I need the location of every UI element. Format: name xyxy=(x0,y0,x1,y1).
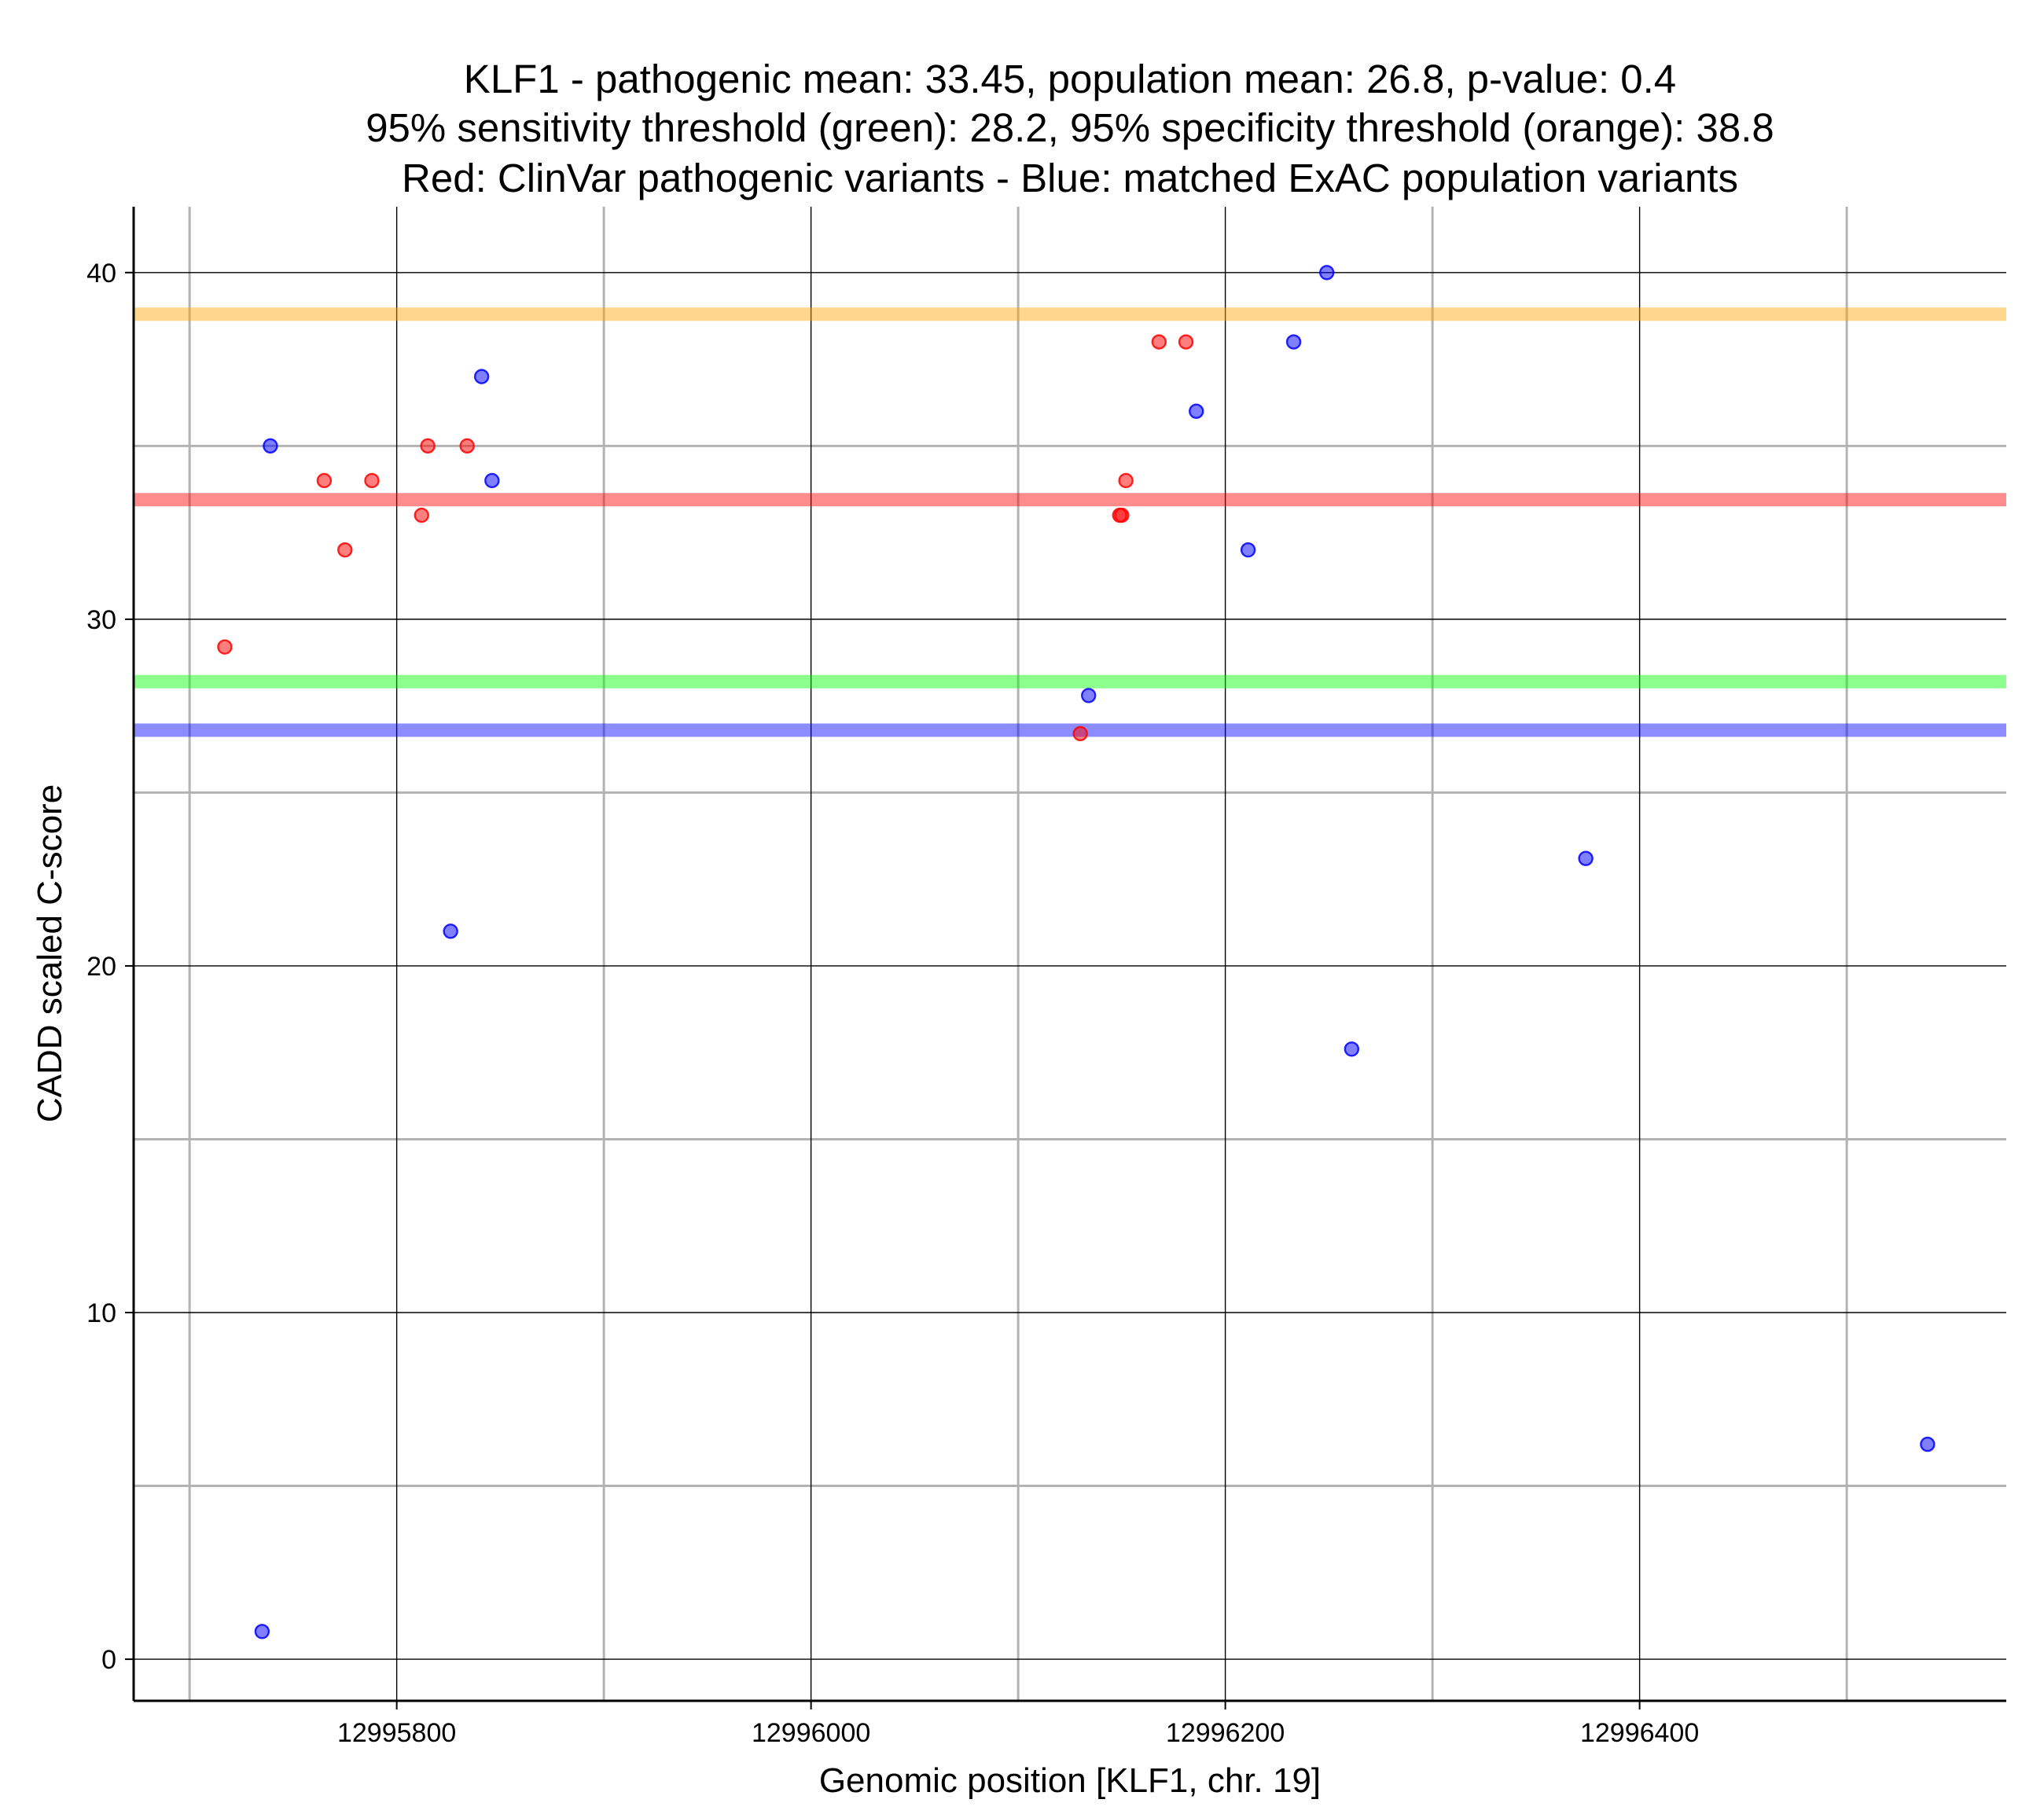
population-variant-point xyxy=(263,438,278,454)
pathogenic-variant-point xyxy=(1072,725,1088,742)
y-tick-label: 10 xyxy=(86,1298,116,1328)
y-tick-label: 40 xyxy=(86,259,116,288)
population-variant-point xyxy=(1344,1041,1360,1057)
population-variant-point xyxy=(1081,688,1097,703)
pathogenic-variant-point xyxy=(217,639,233,655)
x-tick-label: 12995800 xyxy=(337,1718,456,1748)
title-line-3: Red: ClinVar pathogenic variants - Blue:… xyxy=(402,156,1738,200)
ticks: 12995800 12996000 12996200 12996400 0 10 20 30 4… xyxy=(86,259,1699,1748)
population-variant-point xyxy=(1240,542,1256,558)
pathogenic-variant-point xyxy=(337,542,353,558)
x-tick-label: 12996000 xyxy=(752,1718,870,1748)
pathogenic-variant-point xyxy=(1114,507,1130,523)
title-line-1: KLF1 - pathogenic mean: 33.45, populatio… xyxy=(464,57,1676,101)
population-variant-point xyxy=(443,924,458,939)
pathogenic-variant-point xyxy=(1118,472,1134,489)
population-variant-point xyxy=(1920,1436,1936,1452)
population-variant-point xyxy=(484,472,500,489)
chart-title: KLF1 - pathogenic mean: 33.45, populatio… xyxy=(366,57,1774,200)
population-variant-point xyxy=(1189,403,1204,419)
population-variant-point xyxy=(1285,334,1302,350)
population-variant-point xyxy=(473,369,490,384)
data-points xyxy=(217,265,1936,1640)
x-axis-label: Genomic position [KLF1, chr. 19] xyxy=(819,1761,1321,1800)
x-tick-label: 12996200 xyxy=(1166,1718,1285,1748)
axes xyxy=(132,207,2006,1702)
pathogenic-variant-point xyxy=(316,472,333,489)
grid xyxy=(134,207,2006,1701)
population-variant-point xyxy=(1578,850,1594,866)
population-variant-point xyxy=(1319,265,1335,281)
threshold-lines xyxy=(134,307,2006,737)
pathogenic-variant-point xyxy=(1151,334,1167,350)
y-tick-label: 0 xyxy=(101,1645,116,1675)
x-tick-label: 12996400 xyxy=(1580,1718,1699,1748)
y-tick-label: 30 xyxy=(86,605,116,635)
pathogenic-variant-point xyxy=(364,472,380,489)
y-tick-label: 20 xyxy=(86,952,116,982)
pathogenic-variant-point xyxy=(459,438,475,454)
title-line-2: 95% sensitivity threshold (green): 28.2,… xyxy=(366,105,1774,150)
y-axis-label: CADD scaled C-score xyxy=(31,784,69,1122)
population-variant-point xyxy=(254,1624,270,1640)
pathogenic-variant-point xyxy=(420,438,436,454)
pathogenic-variant-point xyxy=(1178,334,1194,350)
pathogenic-variant-point xyxy=(414,507,429,523)
